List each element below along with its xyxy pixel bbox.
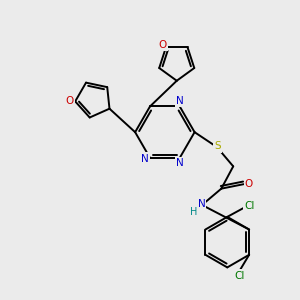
Text: N: N — [197, 199, 205, 209]
Text: H: H — [190, 206, 197, 217]
Text: N: N — [176, 158, 184, 168]
Text: O: O — [66, 96, 74, 106]
Text: N: N — [176, 96, 184, 106]
Text: O: O — [245, 178, 253, 189]
Text: Cl: Cl — [235, 271, 245, 281]
Text: N: N — [141, 154, 148, 164]
Text: Cl: Cl — [244, 202, 255, 212]
Text: S: S — [214, 141, 221, 152]
Text: O: O — [159, 40, 167, 50]
